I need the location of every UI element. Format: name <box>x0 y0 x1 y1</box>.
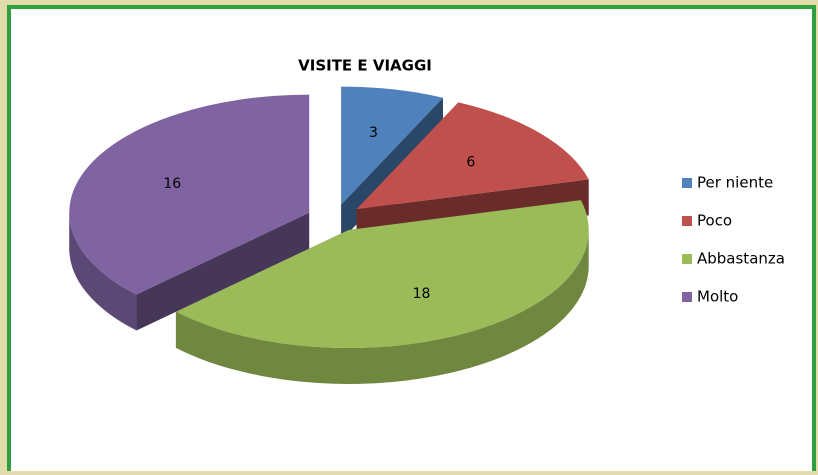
legend-label: Poco <box>697 212 732 230</box>
legend-swatch <box>682 178 692 188</box>
slice <box>341 86 443 205</box>
slice <box>356 102 589 210</box>
legend-label: Abbastanza <box>697 250 785 268</box>
data-label: 6 <box>466 154 475 170</box>
legend-swatch <box>682 292 692 302</box>
slice <box>69 94 310 295</box>
chart-title: VISITE E VIAGGI <box>298 57 432 75</box>
slice <box>175 200 589 349</box>
legend-label: Per niente <box>697 174 773 192</box>
legend-swatch <box>682 216 692 226</box>
slice-side <box>175 230 589 385</box>
slice-side <box>136 212 310 331</box>
data-label: 18 <box>413 286 431 302</box>
legend-swatch <box>682 254 692 264</box>
data-label: 16 <box>163 176 181 192</box>
slice-side <box>69 212 137 331</box>
data-label: 3 <box>369 125 378 141</box>
legend-label: Molto <box>697 288 738 306</box>
